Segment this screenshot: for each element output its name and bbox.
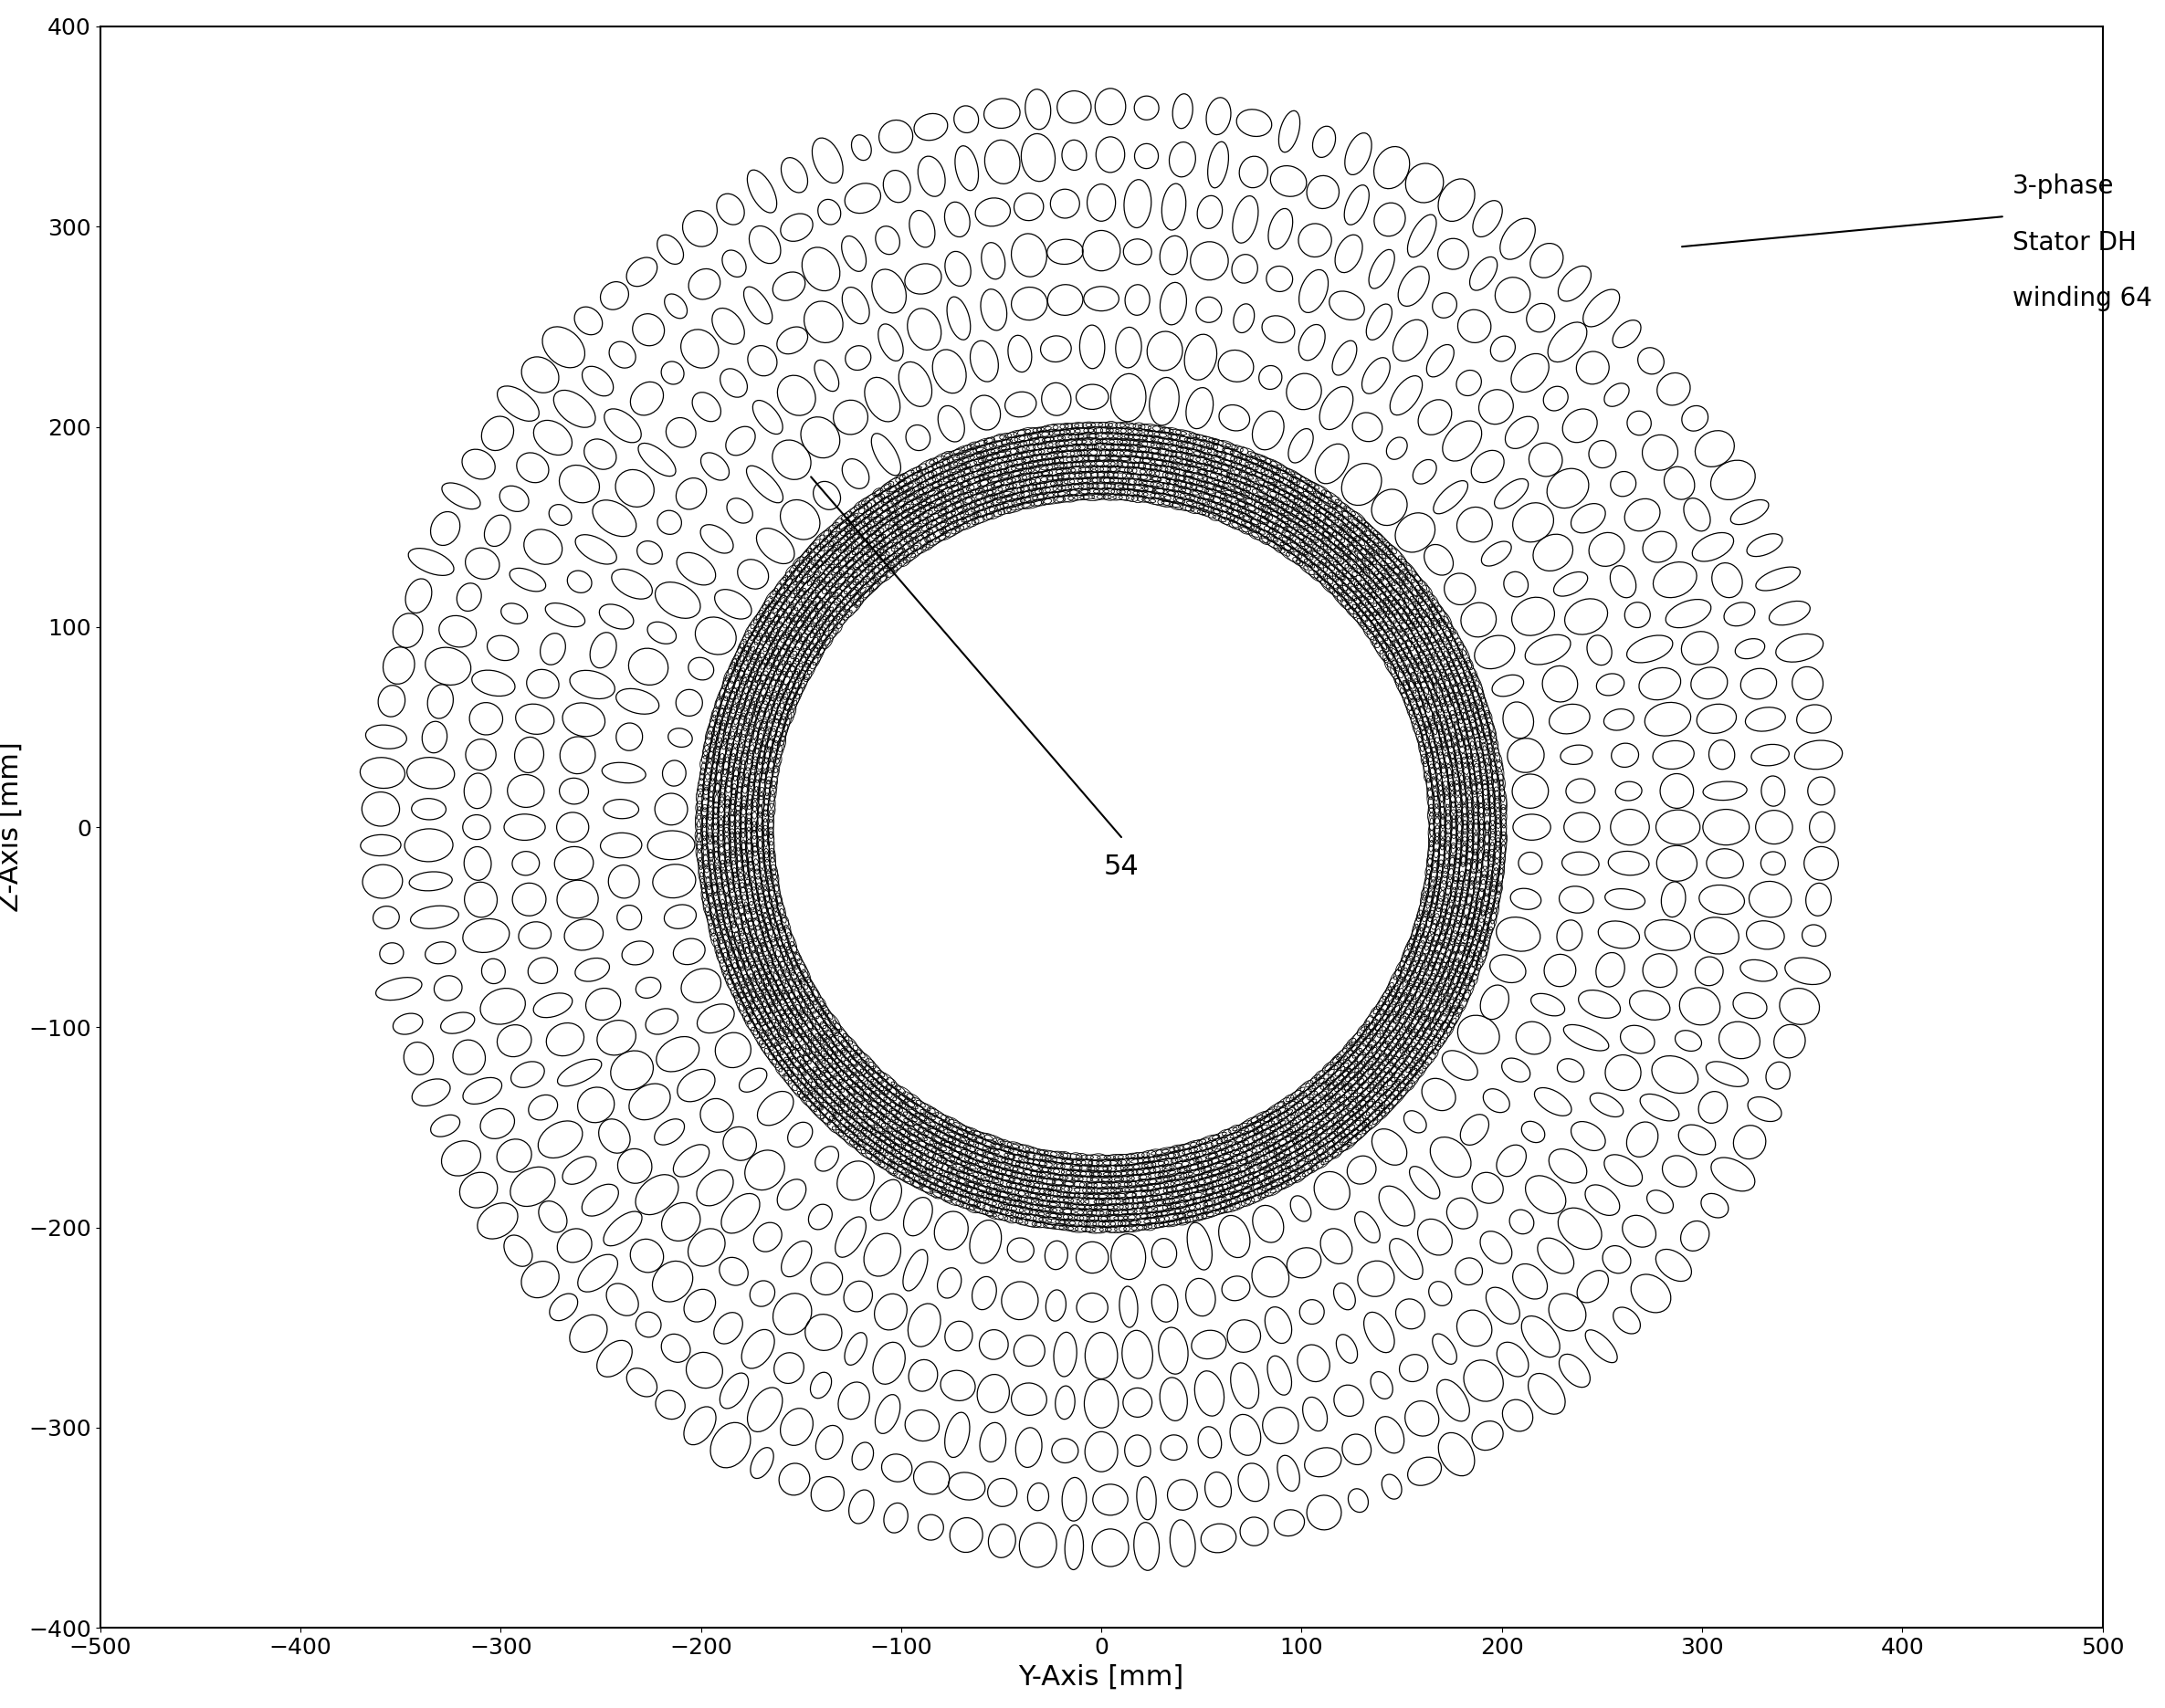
Text: 3-phase: 3-phase	[2011, 174, 2115, 200]
Text: winding 64: winding 64	[2011, 285, 2152, 311]
Y-axis label: Z-Axis [mm]: Z-Axis [mm]	[0, 741, 24, 912]
X-axis label: Y-Axis [mm]: Y-Axis [mm]	[1018, 1664, 1184, 1691]
Text: 54: 54	[1104, 854, 1139, 880]
Text: Stator DH: Stator DH	[2011, 231, 2137, 256]
